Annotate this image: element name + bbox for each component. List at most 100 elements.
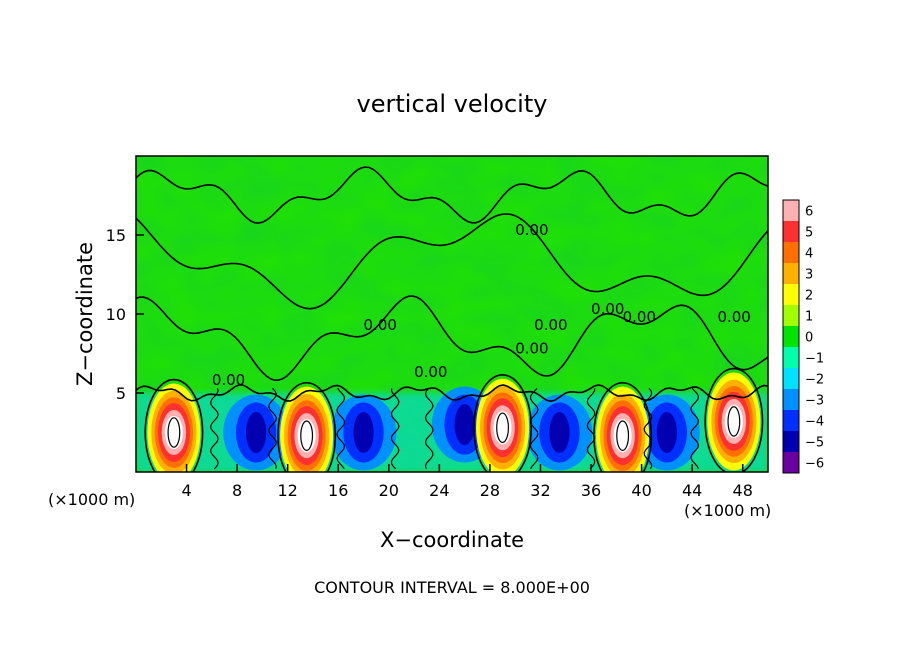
updraft-contour (144, 378, 204, 472)
downdraft-core (245, 411, 267, 454)
cell-boundary-contour (529, 387, 539, 470)
downdraft-cell (526, 394, 593, 471)
updraft-contour (277, 381, 337, 472)
downdraft-core (454, 404, 475, 446)
colorbar-label: 1 (805, 310, 813, 325)
updraft-core-contour (167, 417, 181, 448)
updraft-core-contour (496, 412, 509, 444)
updraft-cell (476, 378, 530, 472)
zero-contour (136, 384, 768, 403)
x-tick-label: 44 (682, 481, 702, 500)
colorbar-label: 3 (805, 268, 813, 283)
x-tick-label: 36 (581, 481, 601, 500)
updraft-cell (280, 386, 334, 472)
x-tick-label: 4 (181, 481, 191, 500)
colorbar-swatch (783, 326, 799, 348)
contour-label: 0.00 (212, 371, 245, 389)
cell-boundary-contour (209, 388, 219, 470)
x-tick-label: 48 (733, 481, 753, 500)
cell-boundary-contour (390, 388, 400, 470)
y-tick-label: 10 (106, 305, 126, 324)
x-tick-label: 12 (278, 481, 298, 500)
y-tick-label: 5 (116, 384, 126, 403)
convective-cells (147, 372, 761, 472)
colorbar-label: −1 (805, 352, 824, 367)
colorbar-label: −6 (805, 457, 824, 472)
cell-boundary-contour (424, 387, 434, 469)
updraft-core-contour (616, 420, 630, 451)
colorbar-swatch (783, 221, 799, 243)
contour-label: 0.00 (717, 308, 750, 326)
x-unit-label-right: (×1000 m) (684, 501, 771, 520)
contour-label: 0.00 (515, 221, 548, 239)
colorbar-swatch (783, 452, 799, 474)
colorbar-label: 6 (805, 205, 813, 220)
colorbar-swatch (783, 431, 799, 453)
colorbar-swatch (783, 200, 799, 222)
cell-boundary-contour (268, 387, 277, 469)
contour-label: 0.00 (515, 340, 548, 358)
contour-labels: 0.00 0.000.000.000.000.00 0.000.000.00 (212, 221, 751, 389)
colorbar-swatch (783, 368, 799, 390)
contour-label: 0.00 (623, 308, 656, 326)
updraft-core-contour (727, 406, 741, 437)
colorbar-swatch (783, 347, 799, 369)
y-axis: 5 10 15 (106, 226, 144, 403)
colorbar-label: 5 (805, 226, 813, 241)
colorbar-swatch (783, 305, 799, 327)
colorbar-swatch (783, 410, 799, 432)
colorbar-label: 0 (805, 331, 813, 346)
x-axis: 4 8 12 16 20 24 28 32 36 40 44 48 (181, 464, 753, 500)
x-tick-label: 16 (328, 481, 348, 500)
contour-label: 0.00 (414, 363, 447, 381)
contour-label: 0.00 (591, 300, 624, 318)
downdraft-core (549, 411, 570, 454)
velocity-field: 0.00 0.000.000.000.000.00 0.000.000.00 (136, 156, 768, 472)
zero-contour (136, 166, 768, 224)
x-axis-label: X−coordinate (380, 528, 524, 552)
downdraft-core (353, 411, 374, 454)
zero-contour (136, 213, 768, 310)
y-axis-label: Z−coordinate (73, 242, 97, 386)
y-tick-label: 15 (106, 226, 126, 245)
updraft-cell (707, 372, 761, 471)
updraft-contour (704, 367, 764, 472)
colorbar-swatch (783, 263, 799, 285)
cell-boundary-contour (586, 388, 596, 470)
x-tick-label: 20 (379, 481, 399, 500)
colorbar-frame (782, 199, 800, 474)
updraft-core-contour (300, 420, 314, 451)
updraft-contour (473, 374, 533, 472)
zero-contour (136, 295, 768, 382)
x-tick-label: 24 (429, 481, 449, 500)
contour-interval-note: CONTOUR INTERVAL = 8.000E+00 (314, 578, 590, 597)
downdraft-cell (223, 394, 289, 471)
cell-boundary-contour (690, 387, 700, 470)
colorbar-label: −3 (805, 394, 824, 409)
x-tick-label: 28 (480, 481, 500, 500)
cell-boundary-contour (643, 387, 653, 470)
cell-boundary-contour (336, 387, 346, 470)
colorbar-label: −5 (805, 436, 824, 451)
x-tick-label: 32 (530, 481, 550, 500)
contour-lines (136, 166, 768, 472)
x-tick-label: 40 (631, 481, 651, 500)
colorbar: 6 5 4 3 2 1 0 −1 −2 −3 −4 −5 −6 (782, 199, 824, 474)
colorbar-swatch (783, 389, 799, 411)
downdraft-cell (330, 394, 397, 471)
colorbar-label: 4 (805, 247, 813, 262)
colorbar-swatch (783, 242, 799, 264)
updraft-cell (596, 386, 650, 472)
colorbar-label: −4 (805, 415, 824, 430)
contour-label: 0.00 (534, 316, 567, 334)
colorbar-swatch (783, 284, 799, 306)
colorbar-label: −2 (805, 373, 824, 388)
chart-title: vertical velocity (357, 90, 548, 118)
downdraft-core (656, 411, 677, 454)
x-unit-label-left: (×1000 m) (48, 490, 135, 509)
x-tick-label: 8 (232, 481, 242, 500)
colorbar-label: 2 (805, 289, 813, 304)
updraft-cell (147, 383, 201, 472)
contour-label: 0.00 (364, 316, 397, 334)
